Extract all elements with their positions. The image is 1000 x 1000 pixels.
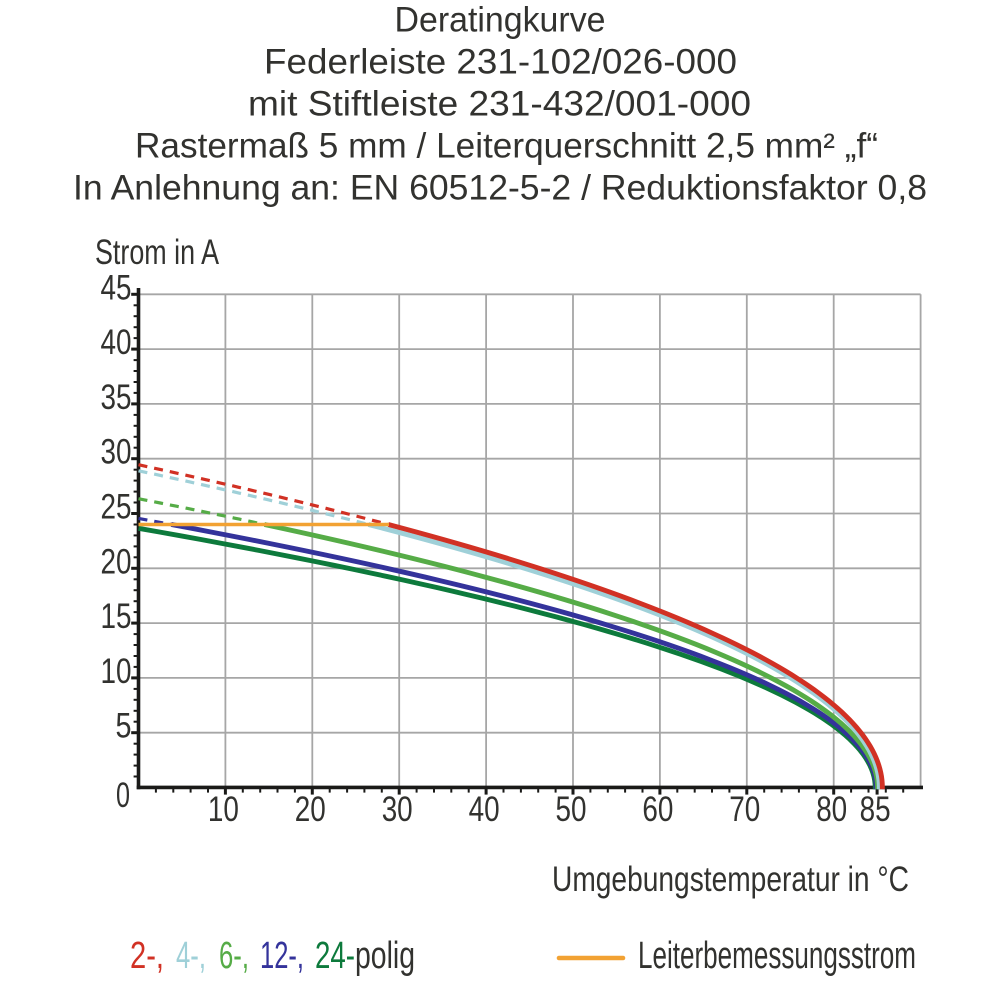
svg-text:0: 0 [116,776,130,815]
svg-text:6-,: 6-, [219,935,249,977]
svg-text:2-,: 2-, [130,935,164,977]
svg-text:15: 15 [101,597,132,636]
svg-text:10: 10 [208,790,239,829]
svg-text:24-: 24- [315,935,355,977]
svg-text:Federleiste 231-102/026-000: Federleiste 231-102/026-000 [264,43,737,82]
svg-text:5: 5 [116,707,132,746]
svg-text:40: 40 [101,323,132,362]
svg-text:12-,: 12-, [260,935,304,977]
svg-text:30: 30 [382,790,413,829]
svg-text:Rastermaß 5 mm / Leiterquersch: Rastermaß 5 mm / Leiterquerschnitt 2,5 m… [135,127,878,166]
svg-text:Strom in A: Strom in A [95,233,219,272]
svg-text:25: 25 [101,488,132,527]
svg-text:20: 20 [101,542,132,581]
svg-text:Leiterbemessungsstrom: Leiterbemessungsstrom [638,935,916,977]
svg-text:Umgebungstemperatur in °C: Umgebungstemperatur in °C [552,860,909,899]
svg-text:mit Stiftleiste 231-432/001-00: mit Stiftleiste 231-432/001-000 [248,85,751,124]
svg-text:20: 20 [295,790,326,829]
svg-text:10: 10 [101,652,132,691]
svg-text:70: 70 [729,790,760,829]
svg-text:Deratingkurve: Deratingkurve [395,1,606,40]
svg-text:80: 80 [816,790,847,829]
svg-text:60: 60 [642,790,673,829]
svg-text:4-,: 4-, [176,935,206,977]
svg-text:45: 45 [101,268,132,307]
svg-text:40: 40 [469,790,500,829]
svg-text:In Anlehnung an: EN 60512-5-2: In Anlehnung an: EN 60512-5-2 / Reduktio… [73,169,927,208]
svg-text:50: 50 [556,790,587,829]
svg-text:polig: polig [355,935,415,977]
svg-text:35: 35 [101,378,132,417]
svg-text:30: 30 [101,433,132,472]
svg-text:85: 85 [860,790,891,829]
